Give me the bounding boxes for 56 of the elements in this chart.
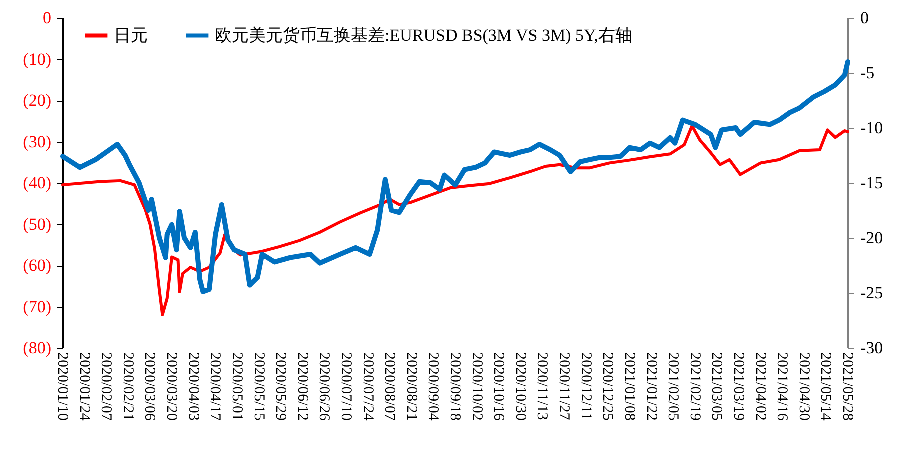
y2-tick-label: -20 — [860, 228, 884, 248]
y2-tick-label: -15 — [860, 174, 884, 192]
y2-tick-label: -10 — [860, 118, 884, 138]
y-tick-label: (30) — [23, 132, 52, 152]
y-tick-label: (20) — [23, 91, 52, 110]
x-tick-label: 2020/03/20 — [164, 352, 180, 421]
y-tick-label: (80) — [23, 338, 52, 358]
x-tick-label: 2020/12/11 — [578, 352, 594, 420]
y-tick-label: (40) — [23, 174, 52, 192]
y-tick-label: 0 — [43, 8, 52, 28]
x-tick-label: 2020/03/06 — [142, 352, 158, 422]
x-tick-label: 2020/08/21 — [403, 352, 420, 421]
x-tick-label: 2021/04/16 — [774, 352, 790, 422]
x-tick-label: 2020/10/16 — [490, 352, 507, 422]
x-tick-label: 2020/09/04 — [425, 352, 442, 422]
x-tick-label: 2021/03/05 — [708, 352, 725, 421]
x-tick-label: 2021/01/08 — [621, 352, 638, 421]
x-tick-label: 2020/10/30 — [512, 352, 528, 421]
x-tick-label: 2020/07/10 — [338, 352, 354, 421]
x-tick-label: 2020/05/15 — [250, 352, 267, 421]
x-tick-label: 2020/12/25 — [600, 352, 616, 421]
x-tick-label: 2020/08/07 — [382, 352, 398, 422]
x-tick-label: 2021/05/28 — [840, 352, 856, 421]
x-tick-label: 2021/03/19 — [730, 352, 746, 421]
x-tick-label: 2020/10/02 — [468, 352, 485, 421]
x-tick-label: 2020/05/29 — [272, 352, 289, 421]
x-tick-label: 2020/02/21 — [120, 352, 136, 421]
x-tick-label: 2020/09/18 — [447, 352, 463, 421]
x-tick-label: 2020/11/13 — [534, 352, 550, 420]
x-tick-label: 2020/05/01 — [228, 352, 245, 421]
y2-tick-label: -25 — [860, 284, 884, 302]
y2-tick-label: -5 — [860, 64, 875, 82]
x-tick-label: 2020/04/03 — [185, 352, 202, 421]
y-tick-label: (10) — [23, 50, 52, 69]
x-tick-label: 2020/06/26 — [316, 352, 332, 422]
x-tick-label: 2021/01/22 — [643, 352, 660, 421]
x-tick-label: 2020/01/10 — [54, 352, 70, 421]
x-tick-label: 2020/11/27 — [556, 352, 572, 421]
y-tick-label: (60) — [23, 256, 52, 275]
x-tick-label: 2021/05/14 — [818, 352, 834, 422]
y-tick-label: (50) — [23, 214, 52, 234]
line-series — [62, 124, 850, 316]
x-tick-label: 2021/04/02 — [752, 352, 768, 421]
x-tick-label: 2021/02/19 — [686, 352, 703, 421]
y2-tick-label: 0 — [860, 8, 869, 28]
y2-tick-label: -30 — [860, 338, 884, 358]
y-tick-label: (70) — [23, 297, 52, 316]
x-tick-label: 2020/07/24 — [360, 352, 376, 422]
x-tick-label: 2020/02/07 — [98, 352, 114, 422]
x-tick-label: 2020/01/24 — [76, 352, 92, 422]
legend-label: 日元 — [114, 26, 148, 45]
legend-label: 欧元美元货币互换基差:EURUSD BS(3M VS 3M) 5Y,右轴 — [215, 26, 632, 45]
x-tick-label: 2021/02/05 — [665, 352, 682, 421]
x-tick-label: 2021/04/30 — [796, 352, 812, 421]
x-tick-label: 2020/04/17 — [207, 352, 224, 422]
x-tick-label: 2020/06/12 — [294, 352, 310, 421]
